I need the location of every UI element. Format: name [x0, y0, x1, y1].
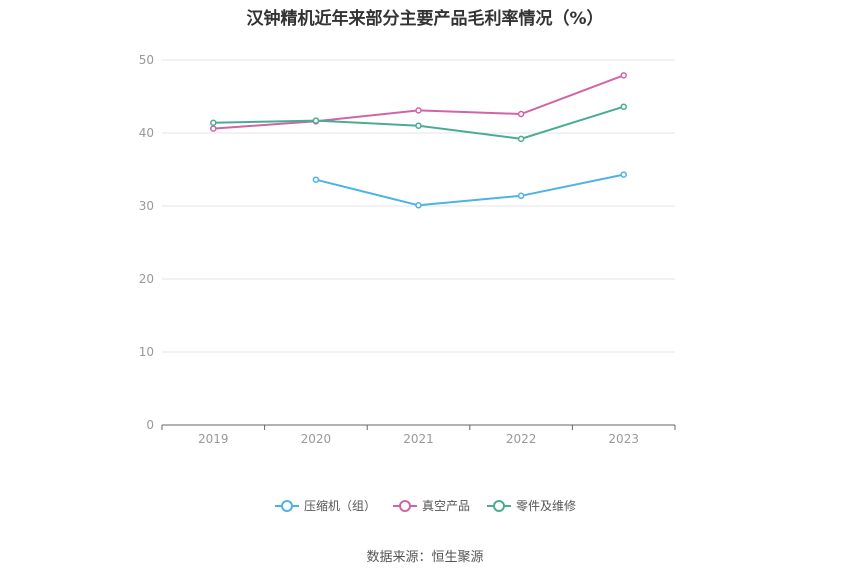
legend-swatch-icon	[274, 499, 299, 512]
y-tick-label: 20	[139, 272, 154, 286]
legend-swatch-icon	[392, 499, 417, 512]
y-tick-label: 50	[139, 53, 154, 67]
data-point	[517, 192, 525, 200]
data-point	[415, 122, 422, 129]
legend-swatch-icon	[487, 499, 511, 512]
data-point	[620, 171, 627, 178]
legend: 压缩机（组） 真空产品 零件及维修	[0, 497, 850, 514]
source-note: 数据来源：恒生聚源	[366, 550, 484, 565]
x-tick-label: 2021	[403, 432, 434, 446]
legend-swatch-marker	[398, 499, 411, 512]
data-point	[415, 107, 422, 114]
legend-label: 压缩机（组）	[303, 499, 376, 513]
x-tick-label: 2022	[506, 432, 537, 446]
x-tick-label: 2019	[198, 432, 229, 446]
legend-label: 真空产品	[421, 499, 470, 513]
data-point	[620, 72, 627, 79]
y-tick-label: 10	[139, 345, 154, 359]
legend-item[interactable]: 零件及维修	[486, 497, 576, 514]
data-point	[210, 125, 217, 132]
legend-swatch-marker	[493, 499, 505, 512]
y-tick-label: 0	[146, 418, 154, 432]
data-point	[415, 202, 422, 209]
legend-item[interactable]: 压缩机（组）	[274, 497, 376, 514]
data-point	[517, 135, 525, 143]
x-tick-label: 2023	[608, 432, 639, 446]
data-point	[210, 119, 217, 127]
series-line-0	[315, 173, 624, 207]
legend-label: 零件及维修	[516, 499, 577, 513]
y-tick-label: 30	[139, 199, 154, 213]
x-tick-label: 2020	[301, 432, 332, 446]
data-point	[312, 176, 320, 183]
legend-item[interactable]: 真空产品	[392, 497, 470, 514]
y-tick-label: 40	[139, 126, 154, 140]
data-point	[517, 110, 525, 118]
data-point	[312, 117, 320, 124]
legend-swatch-marker	[280, 499, 293, 512]
data-point	[620, 103, 627, 110]
chart-title: 汉钟精机近年来部分主要产品毛利率情况（%）	[246, 9, 604, 29]
